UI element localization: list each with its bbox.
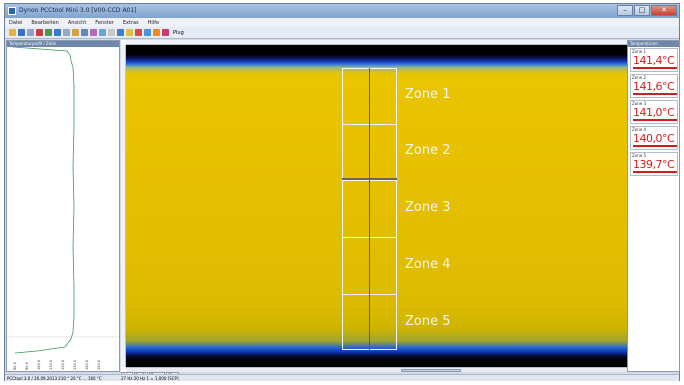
settings-icon[interactable]: [144, 29, 151, 36]
app-icon: [8, 7, 16, 15]
profile-tick-2: 100,0: [37, 360, 41, 370]
zone-5-card[interactable]: Zone 5 139,7°C: [630, 152, 678, 176]
grid-icon[interactable]: [81, 29, 88, 36]
alarm-icon[interactable]: [126, 29, 133, 36]
top-ruler: [126, 40, 631, 45]
status-bar: PCCtool 3.0 / 26.09.2013 210 ° 20 °C ...…: [5, 374, 679, 381]
export-icon[interactable]: [153, 29, 160, 36]
profile-tick-4: 120,0: [61, 360, 65, 370]
menu-bearbeiten[interactable]: Bearbeiten: [31, 19, 59, 26]
maximize-button[interactable]: □: [634, 5, 650, 16]
profile-tick-6: 140,0: [85, 360, 89, 370]
zone-1-bar: [633, 67, 677, 69]
profile-tick-0: 80,0: [13, 362, 17, 370]
temperature-profile-plot: 80,0 90,0 100,0 110,0 120,0 130,0 140,0 …: [7, 47, 119, 370]
new-file-icon[interactable]: [9, 29, 16, 36]
window-title: Dynon PCCtool Mini 3.0 [V00-CCD A01]: [19, 7, 137, 14]
zone-4-bar: [633, 145, 677, 147]
zone-5-label: Zone 5: [405, 314, 451, 329]
profile-tick-5: 130,0: [73, 360, 77, 370]
profile-curve: [12, 47, 75, 354]
record-icon[interactable]: [36, 29, 43, 36]
save-icon[interactable]: [27, 29, 34, 36]
zone-3-bar: [633, 119, 677, 121]
temperature-panel-title: Temperaturen: [628, 41, 679, 47]
menu-hilfe[interactable]: Hilfe: [147, 19, 160, 26]
profile-icon[interactable]: [90, 29, 97, 36]
zone-1-tag: Zone 1: [632, 49, 646, 54]
zone-3-card[interactable]: Zone 3 141,0°C: [630, 100, 678, 124]
chart-icon[interactable]: [117, 29, 124, 36]
zoom-icon[interactable]: [72, 29, 79, 36]
minimize-button[interactable]: –: [617, 5, 633, 16]
zone-overlay: Zone 1 Zone 2 Zone 3 Zone 4 Zone 5: [342, 68, 451, 350]
menu-extras[interactable]: Extras: [122, 19, 139, 26]
menu-fenster[interactable]: Fenster: [95, 19, 114, 26]
thermal-image[interactable]: Zone 1 Zone 2 Zone 3 Zone 4 Zone 5: [126, 45, 636, 367]
zone-4-card[interactable]: Zone 4 140,0°C: [630, 126, 678, 150]
zone-3-tag: Zone 3: [632, 101, 646, 106]
zone-2-label: Zone 2: [405, 143, 451, 158]
profile-tick-1: 90,0: [25, 362, 29, 370]
thermal-gradient: [126, 45, 636, 367]
close-button[interactable]: ✕: [651, 5, 677, 16]
profile-tick-3: 110,0: [49, 360, 53, 370]
menu-bar: Datei Bearbeiten Ansicht Fenster Extras …: [5, 18, 679, 27]
palette-icon[interactable]: [63, 29, 70, 36]
status-mid: 27 Hz 20 Hz 1 = 1,000 [SCP]: [121, 376, 179, 381]
zone-2-card[interactable]: Zone 2 141,6°C: [630, 74, 678, 98]
zone-1-card[interactable]: Zone 1 141,4°C: [630, 48, 678, 72]
zone-icon[interactable]: [99, 29, 106, 36]
zone-3-label: Zone 3: [405, 200, 451, 215]
thermal-image-view[interactable]: Zone 1 Zone 2 Zone 3 Zone 4 Zone 5: [121, 40, 636, 372]
vertical-ruler: [121, 45, 126, 367]
zone-1-label: Zone 1: [405, 87, 451, 102]
camera-icon[interactable]: [54, 29, 61, 36]
zone-3-hot-line: [342, 178, 397, 180]
toolbar: Plug: [5, 27, 679, 39]
menu-datei[interactable]: Datei: [9, 19, 23, 26]
profile-panel-title: Temperaturprofil / Zeile: [7, 41, 119, 47]
menu-ansicht[interactable]: Ansicht: [67, 19, 87, 26]
scrollbar-thumb[interactable]: [401, 369, 461, 372]
zone-5-tag: Zone 5: [632, 153, 646, 158]
zone-2-tag: Zone 2: [632, 75, 646, 80]
app-window: Dynon PCCtool Mini 3.0 [V00-CCD A01] – □…: [4, 3, 680, 381]
play-icon[interactable]: [45, 29, 52, 36]
zone-5-bar: [633, 171, 677, 173]
title-bar: Dynon PCCtool Mini 3.0 [V00-CCD A01] – □…: [5, 4, 679, 18]
zone-4-temperature: 140,0°C: [633, 132, 675, 145]
profile-tick-labels: 80,0 90,0 100,0 110,0 120,0 130,0 140,0 …: [13, 360, 101, 370]
toolbar-plug-label[interactable]: Plug: [173, 29, 184, 36]
open-icon[interactable]: [18, 29, 25, 36]
horizontal-scrollbar[interactable]: [126, 367, 631, 372]
line-icon[interactable]: [108, 29, 115, 36]
zone-1-temperature: 141,4°C: [633, 54, 675, 67]
zone-5-temperature: 139,7°C: [633, 158, 675, 171]
zone-2-bar: [633, 93, 677, 95]
zone-center-line: [369, 68, 370, 350]
temperature-panel: Temperaturen Zone 1 141,4°C Zone 2 141,6…: [627, 40, 680, 372]
zone-2-temperature: 141,6°C: [633, 80, 675, 93]
stop-icon[interactable]: [135, 29, 142, 36]
window-controls: – □ ✕: [617, 5, 677, 16]
print-icon[interactable]: [162, 29, 169, 36]
zone-3-temperature: 141,0°C: [633, 106, 675, 119]
profile-panel: Temperaturprofil / Zeile 80,0 90,0 100,0…: [6, 40, 120, 372]
zone-4-label: Zone 4: [405, 257, 451, 272]
zone-4-tag: Zone 4: [632, 127, 646, 132]
profile-tick-7: 150,0: [97, 360, 101, 370]
status-left: PCCtool 3.0 / 26.09.2013 210 ° 20 °C ...…: [7, 376, 102, 381]
